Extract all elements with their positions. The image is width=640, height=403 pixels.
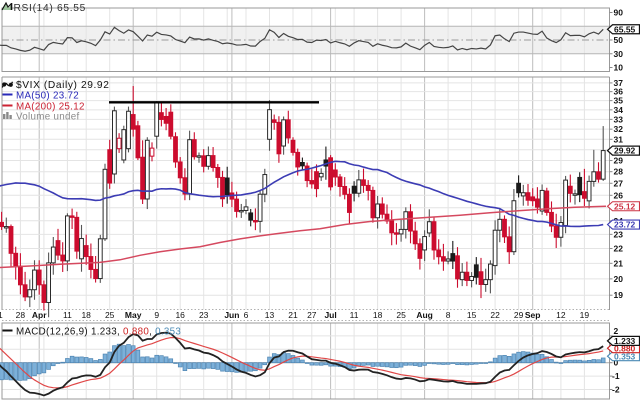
svg-text:2: 2 <box>614 326 619 336</box>
svg-text:-1: -1 <box>612 371 620 381</box>
svg-text:25.12: 25.12 <box>614 201 636 211</box>
svg-text:32: 32 <box>614 124 624 134</box>
svg-text:35: 35 <box>614 96 624 106</box>
svg-text:0: 0 <box>614 358 619 368</box>
svg-text:9: 9 <box>154 310 159 320</box>
svg-text:21: 21 <box>288 310 298 320</box>
svg-text:May: May <box>125 310 142 320</box>
svg-text:27: 27 <box>307 310 317 320</box>
svg-text:RSI(14) 65.55: RSI(14) 65.55 <box>14 3 87 14</box>
svg-text:50: 50 <box>614 35 624 45</box>
svg-text:31: 31 <box>614 134 624 144</box>
svg-text:22: 22 <box>614 244 624 254</box>
svg-text:Aug: Aug <box>416 310 433 320</box>
svg-text:12: 12 <box>556 310 566 320</box>
svg-text:11: 11 <box>63 310 72 320</box>
svg-text:11: 11 <box>350 310 359 320</box>
svg-text:Apr: Apr <box>32 310 47 320</box>
svg-text:28: 28 <box>16 310 26 320</box>
svg-text:18: 18 <box>373 310 383 320</box>
svg-text:Jun: Jun <box>224 310 239 320</box>
svg-text:MA(50) 23.72: MA(50) 23.72 <box>16 91 79 102</box>
svg-text:MA(200) 25.12: MA(200) 25.12 <box>16 102 85 113</box>
svg-text:21: 21 <box>614 258 624 268</box>
svg-text:Sep: Sep <box>525 310 541 320</box>
svg-text:-2: -2 <box>612 385 620 395</box>
svg-text:16: 16 <box>175 310 185 320</box>
svg-text:20: 20 <box>614 274 624 284</box>
svg-text:6: 6 <box>244 310 249 320</box>
svg-text:0.880: 0.880 <box>614 343 636 353</box>
svg-text:25: 25 <box>396 310 406 320</box>
svg-text:18: 18 <box>81 310 91 320</box>
svg-text:Jul: Jul <box>324 310 336 320</box>
svg-text:26: 26 <box>614 190 624 200</box>
svg-text:29: 29 <box>614 156 624 166</box>
svg-text:34: 34 <box>614 105 624 115</box>
svg-text:23: 23 <box>614 229 624 239</box>
svg-text:0.353: 0.353 <box>614 351 636 361</box>
svg-text:15: 15 <box>467 310 477 320</box>
svg-text:37: 37 <box>614 78 624 88</box>
svg-text:33: 33 <box>614 114 624 124</box>
svg-text:8: 8 <box>446 310 451 320</box>
svg-text:MACD(12,26,9) 1.233, 0.880, 0.: MACD(12,26,9) 1.233, 0.880, 0.353 <box>16 327 181 338</box>
svg-text:$VIX (Daily) 29.92: $VIX (Daily) 29.92 <box>16 80 109 91</box>
svg-text:13: 13 <box>265 310 275 320</box>
svg-text:29.92: 29.92 <box>614 146 636 156</box>
svg-text:22: 22 <box>490 310 500 320</box>
svg-text:19: 19 <box>580 310 590 320</box>
svg-text:36: 36 <box>614 87 624 97</box>
svg-text:25: 25 <box>105 310 115 320</box>
svg-text:28: 28 <box>614 167 624 177</box>
svg-text:19: 19 <box>614 290 624 300</box>
svg-text:1.233: 1.233 <box>614 336 636 346</box>
svg-text:23: 23 <box>199 310 209 320</box>
svg-text:29: 29 <box>514 310 524 320</box>
svg-text:10: 10 <box>614 63 624 73</box>
svg-text:Volume undef: Volume undef <box>16 112 80 123</box>
svg-text:21: 21 <box>0 310 3 320</box>
svg-text:27: 27 <box>614 178 624 188</box>
svg-text:65.55: 65.55 <box>614 24 636 34</box>
svg-text:30: 30 <box>614 49 624 59</box>
svg-text:23.72: 23.72 <box>614 220 636 230</box>
svg-text:90: 90 <box>614 8 624 18</box>
